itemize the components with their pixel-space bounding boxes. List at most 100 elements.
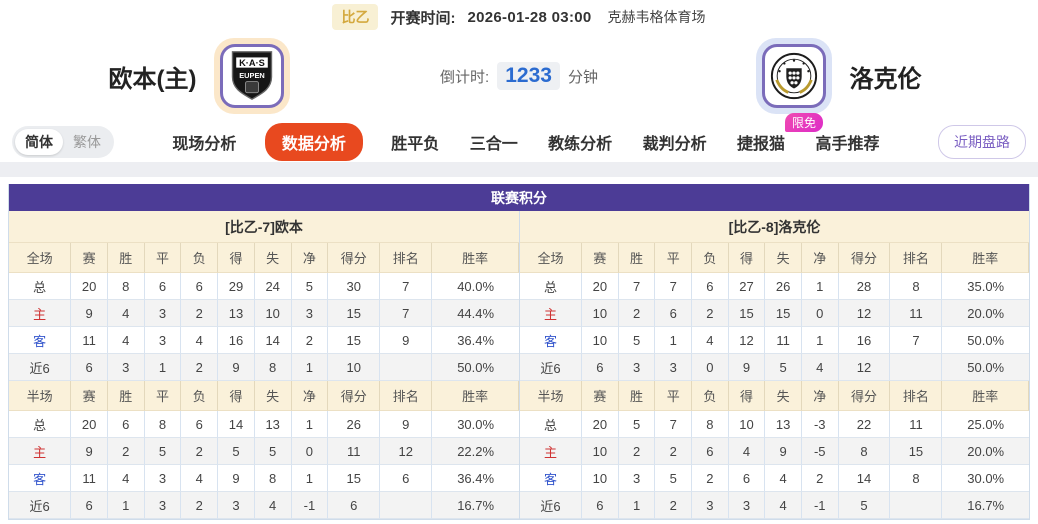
stat-cell: 2	[181, 300, 219, 327]
tab-4[interactable]: 教练分析	[548, 136, 613, 153]
stat-cell: 24	[254, 273, 292, 300]
stat-cell: 9	[218, 354, 255, 381]
stat-cell: 8	[692, 411, 729, 438]
stat-cell: 15	[328, 465, 381, 492]
stat-cell: 30.0%	[942, 465, 1029, 492]
away-team-block: 洛克伦	[639, 38, 1038, 114]
limited-free-badge: 限免	[785, 113, 824, 132]
svg-text:EUPEN: EUPEN	[240, 71, 266, 80]
tab-2[interactable]: 胜平负	[391, 136, 440, 153]
stat-cell: 2	[618, 438, 656, 465]
column-header: 排名	[380, 243, 433, 273]
stat-cell	[890, 492, 943, 519]
stat-cell: 12	[838, 354, 891, 381]
league-badge[interactable]: 比乙	[332, 4, 379, 30]
countdown-value: 1233	[497, 62, 560, 90]
tab-1[interactable]: 数据分析	[264, 123, 363, 161]
stat-cell: 9	[380, 327, 433, 354]
stat-cell: 2	[655, 492, 693, 519]
stat-cell: 11	[890, 411, 943, 438]
column-header: 平	[144, 381, 182, 411]
column-header: 得	[728, 381, 766, 411]
stat-cell: 1	[144, 354, 182, 381]
stat-cell: 客	[520, 327, 583, 354]
home-team-block: 欧本(主) K·A·S EUPEN	[0, 38, 399, 114]
stat-cell: 11	[328, 438, 381, 465]
stat-cell: 8	[838, 438, 891, 465]
stat-cell: 30.0%	[432, 411, 519, 438]
stat-cell: 5	[218, 438, 255, 465]
column-header: 得	[218, 243, 255, 273]
stat-cell	[380, 492, 433, 519]
stat-cell: 客	[9, 465, 72, 492]
recent-handicap-button[interactable]: 近期盘路	[938, 125, 1026, 159]
stat-cell: 9	[218, 465, 255, 492]
stat-cell: 主	[9, 300, 72, 327]
away-team-name: 洛克伦	[849, 65, 922, 93]
stat-cell: 13	[765, 411, 802, 438]
stat-cell: 总	[9, 273, 72, 300]
stat-cell: 13	[218, 300, 255, 327]
stat-cell: 50.0%	[942, 327, 1029, 354]
stat-cell: 6	[582, 354, 619, 381]
tab-0[interactable]: 现场分析	[172, 136, 237, 153]
lang-simplified-option[interactable]: 简体	[15, 129, 63, 155]
stat-cell: 1	[291, 411, 329, 438]
stat-cell: 16.7%	[942, 492, 1029, 519]
stat-cell: 16.7%	[432, 492, 519, 519]
stat-cell: 20	[71, 273, 108, 300]
stat-cell: 25.0%	[942, 411, 1029, 438]
language-toggle[interactable]: 简体 繁体	[12, 126, 114, 158]
column-header: 胜率	[432, 381, 519, 411]
tab-7[interactable]: 高手推荐	[815, 136, 880, 153]
lang-traditional-option[interactable]: 繁体	[73, 134, 101, 150]
column-header: 全场	[9, 243, 72, 273]
match-header: 欧本(主) K·A·S EUPEN 倒计时: 1233 分钟	[0, 30, 1038, 122]
nav-tabs: 现场分析 数据分析 胜平负 三合一 教练分析 裁判分析 捷报猫 限免 高手推荐	[114, 113, 938, 161]
stat-cell: 7	[890, 327, 943, 354]
away-crest-icon	[770, 52, 817, 100]
column-header: 得分	[838, 243, 891, 273]
stat-cell: 主	[520, 300, 583, 327]
stat-cell: 3	[655, 354, 693, 381]
column-header: 赛	[71, 243, 108, 273]
column-header: 得分	[328, 243, 381, 273]
stat-cell: 0	[801, 300, 839, 327]
stat-cell: 15	[728, 300, 766, 327]
stat-cell: 2	[801, 465, 839, 492]
tab-5[interactable]: 裁判分析	[642, 136, 707, 153]
stat-cell: 35.0%	[942, 273, 1029, 300]
tab-6[interactable]: 捷报猫 限免	[735, 113, 824, 160]
svg-text:K·A·S: K·A·S	[240, 58, 266, 68]
right-team-table-header: [比乙-8]洛克伦	[520, 211, 1029, 243]
tab-3[interactable]: 三合一	[469, 136, 518, 153]
countdown: 倒计时: 1233 分钟	[399, 62, 639, 90]
match-info-bar: 比乙 开赛时间: 2026-01-28 03:00 克赫韦格体育场	[0, 0, 1038, 30]
stat-cell: 1	[801, 327, 839, 354]
stat-cell: 5	[291, 273, 329, 300]
stat-cell: 1	[291, 465, 329, 492]
stat-cell: -5	[801, 438, 839, 465]
stat-cell: 3	[291, 300, 329, 327]
stat-cell: 3	[692, 492, 729, 519]
stat-cell: 8	[254, 354, 292, 381]
stat-cell: 4	[107, 327, 145, 354]
stat-cell: 5	[618, 327, 656, 354]
stat-cell: 11	[890, 300, 943, 327]
stat-cell: 4	[692, 327, 729, 354]
stat-cell: 总	[520, 411, 583, 438]
column-header: 失	[765, 381, 802, 411]
stat-cell: 总	[520, 273, 583, 300]
stat-cell: 4	[181, 465, 219, 492]
column-header: 净	[291, 243, 329, 273]
stat-cell: 12	[728, 327, 766, 354]
separator-band	[0, 162, 1038, 177]
stat-cell: 主	[520, 438, 583, 465]
stat-cell: 10	[582, 438, 619, 465]
column-header: 胜	[618, 243, 656, 273]
stat-cell: 50.0%	[432, 354, 519, 381]
stat-cell: 2	[181, 438, 219, 465]
stat-cell: 6	[144, 273, 182, 300]
stat-cell: 20.0%	[942, 300, 1029, 327]
home-standings-section: [比乙-7]欧本 全场赛胜平负得失净得分 排名 胜率总 20 8 6 6 29 24 5 30 7 40.…	[9, 211, 519, 519]
